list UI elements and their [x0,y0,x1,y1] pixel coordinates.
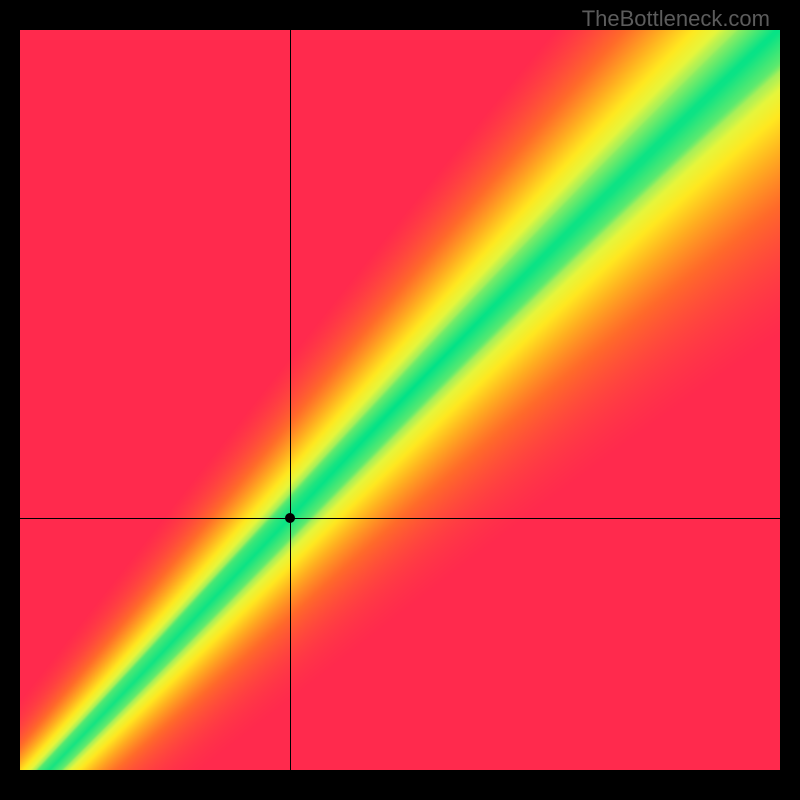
watermark-text: TheBottleneck.com [582,6,770,32]
marker-dot [285,513,295,523]
crosshair-horizontal [20,518,780,519]
plot-area [20,30,780,770]
crosshair-vertical [290,30,291,770]
heatmap-canvas [20,30,780,770]
